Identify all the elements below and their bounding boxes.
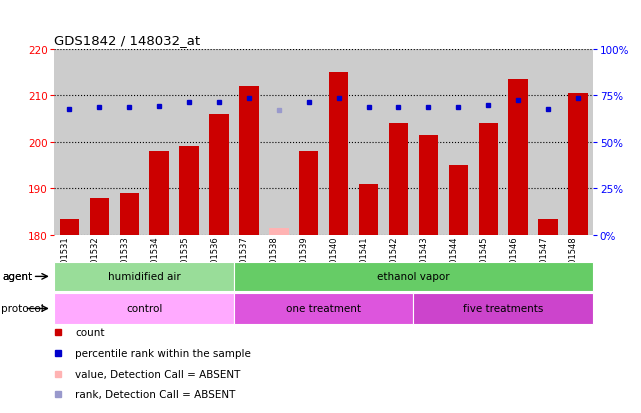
Text: GSM101546: GSM101546 [509, 236, 518, 287]
Text: agent: agent [2, 272, 32, 282]
Bar [299, 152, 319, 235]
Text: GSM101540: GSM101540 [329, 236, 338, 286]
Text: GSM101548: GSM101548 [569, 236, 578, 287]
Text: one treatment: one treatment [286, 304, 362, 314]
Bar [120, 194, 139, 235]
Text: ethanol vapor: ethanol vapor [377, 272, 450, 282]
Text: percentile rank within the sample: percentile rank within the sample [75, 348, 251, 358]
Bar [234, 262, 593, 291]
Text: GSM101535: GSM101535 [180, 236, 189, 287]
Text: GSM101541: GSM101541 [360, 236, 369, 286]
Text: five treatments: five treatments [463, 304, 544, 314]
Text: GSM101531: GSM101531 [60, 236, 69, 287]
Text: GSM101536: GSM101536 [210, 236, 219, 287]
Text: agent: agent [3, 272, 33, 282]
Bar [419, 135, 438, 235]
Text: GSM101534: GSM101534 [150, 236, 159, 287]
Text: GSM101545: GSM101545 [479, 236, 488, 286]
Text: GSM101543: GSM101543 [419, 236, 428, 287]
Text: GSM101539: GSM101539 [300, 236, 309, 287]
Bar [359, 184, 378, 235]
Bar [269, 228, 288, 235]
Text: GSM101542: GSM101542 [390, 236, 399, 286]
Text: GSM101547: GSM101547 [539, 236, 548, 287]
Bar [239, 87, 259, 235]
Bar [478, 124, 498, 235]
Bar [508, 80, 528, 235]
Bar [90, 198, 109, 235]
Bar [538, 219, 558, 235]
Bar [413, 293, 593, 324]
Text: GDS1842 / 148032_at: GDS1842 / 148032_at [54, 34, 201, 47]
Bar [449, 166, 468, 235]
Text: GSM101533: GSM101533 [121, 236, 129, 287]
Bar [388, 124, 408, 235]
Text: GSM101532: GSM101532 [90, 236, 99, 287]
Text: rank, Detection Call = ABSENT: rank, Detection Call = ABSENT [75, 389, 236, 399]
Text: GSM101544: GSM101544 [449, 236, 458, 286]
Text: count: count [75, 328, 104, 337]
Text: value, Detection Call = ABSENT: value, Detection Call = ABSENT [75, 369, 240, 379]
Bar [54, 262, 234, 291]
Bar [209, 114, 229, 235]
Text: control: control [126, 304, 162, 314]
Bar [569, 94, 588, 235]
Bar [149, 152, 169, 235]
Text: GSM101538: GSM101538 [270, 236, 279, 287]
Text: protocol: protocol [1, 304, 44, 314]
Bar [54, 293, 234, 324]
Bar [60, 219, 79, 235]
Text: GSM101537: GSM101537 [240, 236, 249, 287]
Bar [234, 293, 413, 324]
Text: humidified air: humidified air [108, 272, 181, 282]
Bar [179, 147, 199, 235]
Bar [329, 73, 349, 235]
